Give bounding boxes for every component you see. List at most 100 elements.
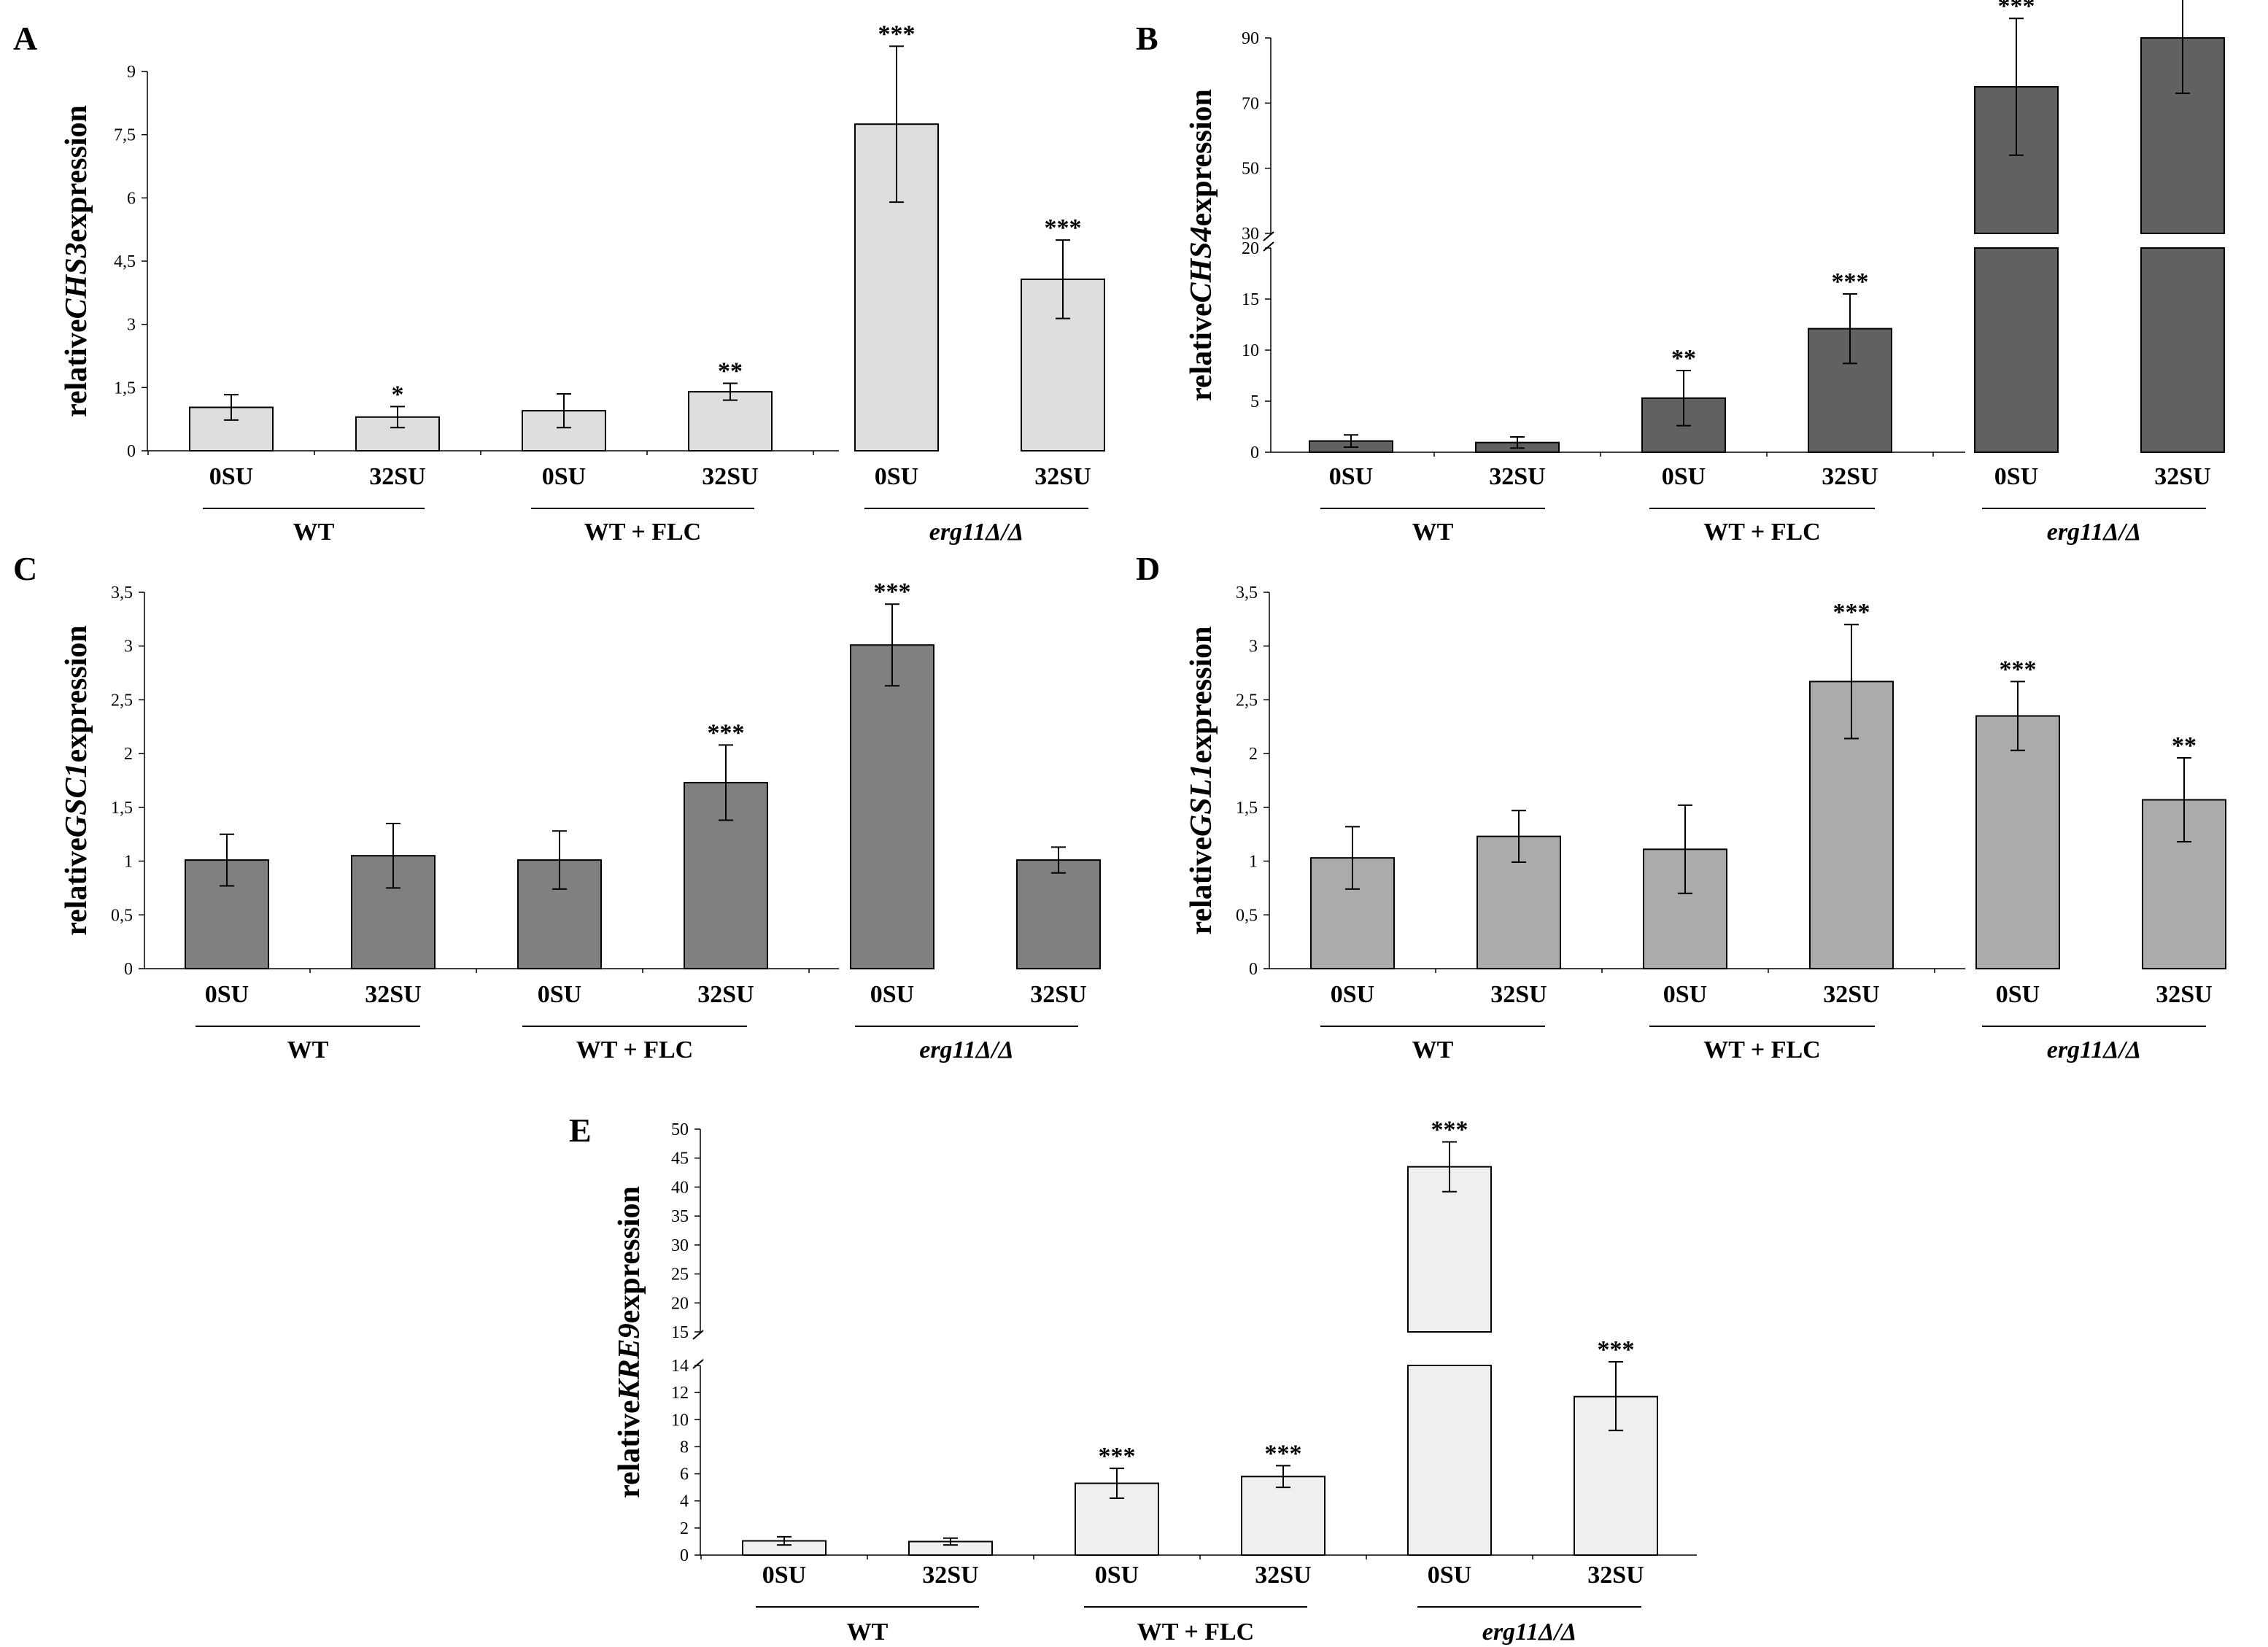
category-label: 32SU [2154,463,2210,490]
y-tick-label: 1,5 [111,799,133,818]
y-tick-label: 3 [127,316,136,335]
y-tick-label: 20 [1242,239,1259,258]
group-label: WT + FLC [1137,1619,1254,1646]
y-tick-label: 2,5 [111,691,133,710]
panel-letter: E [569,1112,592,1149]
y-label-gene: KRE9 [613,1323,646,1400]
y-tick-label: 70 [1242,94,1259,113]
y-tick-label: 30 [671,1236,689,1255]
bar [850,644,934,969]
group-label: erg11Δ/Δ [2047,1036,2142,1063]
significance-label: *** [1832,268,1869,295]
bar [688,391,773,452]
bar [1809,681,1894,969]
category-label: 32SU [1034,463,1091,490]
significance-label: *** [874,578,911,605]
bar [1975,715,2060,969]
y-tick-label: 6 [680,1465,689,1484]
group-label: erg11Δ/Δ [2047,519,2142,546]
category-label: 0SU [1331,981,1374,1008]
significance-label: * [392,381,404,408]
y-tick-label: 1,5 [114,379,136,398]
significance-label: ** [2172,732,2197,759]
panel-letter: A [13,20,37,57]
y-tick-label: 45 [671,1150,689,1169]
group-label: WT + FLC [576,1036,693,1063]
panel-letter: C [13,550,37,587]
y-tick-label: 0 [1250,443,1259,462]
significance-label: *** [1265,1440,1302,1467]
category-label: 0SU [762,1562,806,1589]
category-label: 32SU [1489,463,1545,490]
y-label-gene: GSL1 [1185,764,1218,837]
category-label: 0SU [542,463,586,490]
y-tick-label: 14 [671,1357,689,1376]
y-tick-label: 40 [671,1178,689,1197]
category-label: 32SU [1587,1562,1644,1589]
group-label: WT + FLC [1703,519,1820,546]
y-label-prefix: relative [60,319,93,417]
y-tick-label: 0 [680,1546,689,1565]
y-tick-label: 2 [680,1519,689,1538]
panel-letter: B [1136,20,1158,57]
group-label: WT [1412,1036,1454,1063]
significance-label: *** [2000,656,2037,683]
y-tick-label: 0 [1249,960,1258,979]
category-label: 0SU [205,981,249,1008]
y-tick-label: 7,5 [114,126,136,145]
significance-label: *** [878,20,916,47]
group-label: WT [293,519,335,546]
group-label: WT [1412,519,1454,546]
y-axis-label: relativeCHS4expression [1185,89,1218,401]
category-label: 32SU [702,463,758,490]
y-tick-label: 6 [127,189,136,208]
y-tick-label: 30 [1242,225,1259,244]
category-label: 32SU [365,981,421,1008]
category-label: 0SU [538,981,581,1008]
axis-break-mark [1263,241,1274,252]
y-tick-label: 0,5 [111,906,133,925]
y-label-prefix: relative [60,837,93,936]
significance-label: *** [1431,1116,1468,1143]
bar [1241,1476,1325,1557]
y-tick-label: 0 [127,442,136,461]
y-label-prefix: relative [1185,837,1218,935]
bar-lower-segment [1407,1365,1492,1556]
y-tick-label: 8 [680,1438,689,1457]
y-tick-label: 10 [671,1411,689,1430]
category-label: 32SU [1490,981,1547,1008]
category-label: 0SU [1428,1562,1471,1589]
category-label: 0SU [1329,463,1373,490]
category-label: 32SU [697,981,754,1008]
y-tick-label: 10 [1242,341,1259,360]
y-axis-label: relativeCHS3expression [60,105,93,417]
significance-label: ** [1671,345,1696,372]
y-tick-label: 3,5 [1236,584,1258,602]
axis-break-mark [692,1330,704,1340]
group-label: erg11Δ/Δ [929,519,1024,546]
y-tick-label: 2 [1249,745,1258,764]
y-tick-label: 50 [671,1120,689,1139]
category-label: 32SU [1822,463,1878,490]
y-tick-label: 25 [671,1266,689,1284]
y-label-gene: CHS3 [60,242,93,319]
y-label-suffix: expression [1185,626,1218,763]
y-tick-label: 12 [671,1384,689,1403]
category-label: 32SU [2156,981,2212,1008]
category-label: 0SU [1996,981,2040,1008]
y-label-suffix: expression [60,625,93,762]
category-label: 32SU [369,463,425,490]
axis-break-mark [692,1359,704,1369]
y-tick-label: 3,5 [111,584,133,602]
bar [189,406,274,452]
category-label: 0SU [870,981,914,1008]
y-tick-label: 50 [1242,160,1259,179]
bar-upper-segment [1407,1166,1492,1333]
category-label: 0SU [1663,981,1707,1008]
category-label: 32SU [1030,981,1086,1008]
bar-lower-segment [1974,247,2059,453]
